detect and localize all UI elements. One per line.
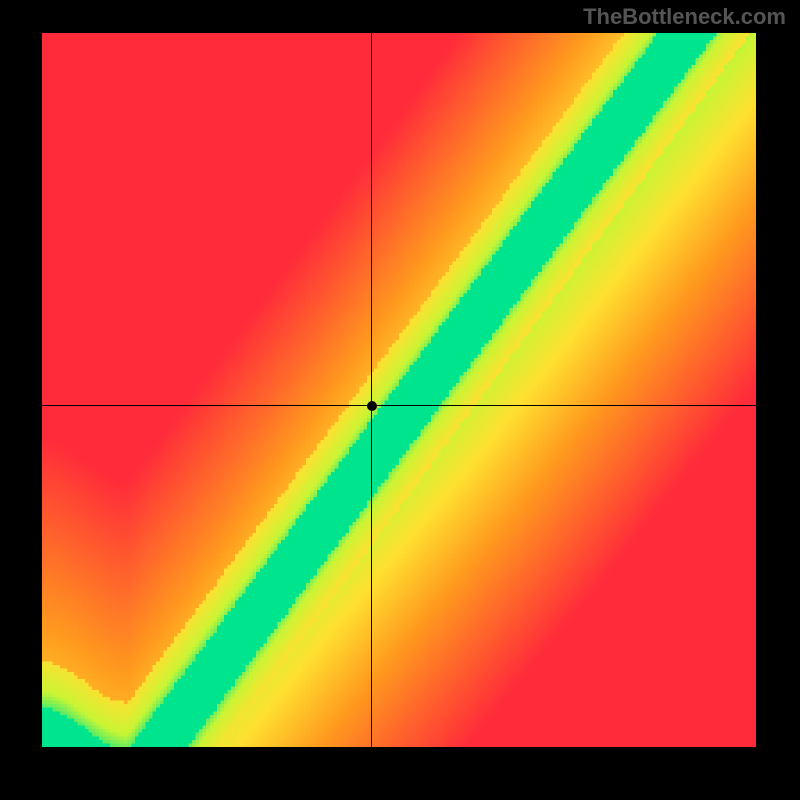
crosshair-marker (367, 401, 377, 411)
watermark-text: TheBottleneck.com (583, 4, 786, 30)
heatmap-canvas (42, 33, 756, 747)
crosshair-vertical (371, 33, 372, 747)
crosshair-horizontal (42, 405, 756, 406)
heatmap-plot (42, 33, 756, 747)
